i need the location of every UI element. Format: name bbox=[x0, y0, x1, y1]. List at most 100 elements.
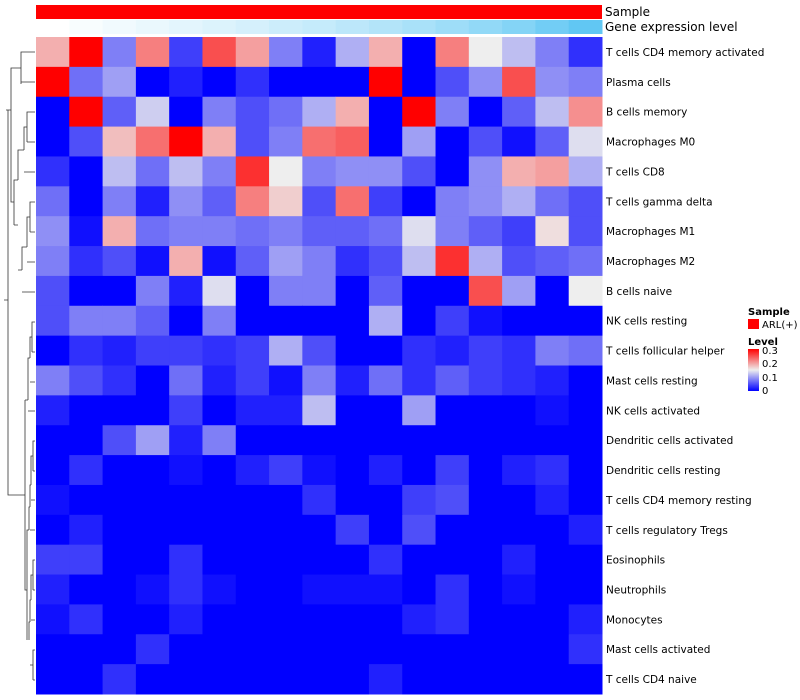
heatmap-cell bbox=[269, 664, 303, 695]
heatmap-cell bbox=[535, 156, 570, 187]
heatmap-cell bbox=[169, 305, 203, 337]
heatmap-cell bbox=[69, 335, 104, 366]
heatmap-cell bbox=[435, 395, 470, 426]
gene-expression-cell bbox=[169, 20, 203, 34]
heatmap-cell bbox=[568, 216, 603, 247]
heatmap-cell bbox=[235, 425, 270, 456]
gene-expression-cell bbox=[69, 20, 104, 34]
heatmap-cell bbox=[269, 455, 303, 486]
row-label: Neutrophils bbox=[606, 584, 666, 596]
heatmap-cell bbox=[335, 664, 370, 695]
gene-expression-cell bbox=[435, 20, 470, 34]
heatmap-cell bbox=[102, 246, 137, 277]
heatmap-cell bbox=[402, 186, 437, 217]
heatmap-cell bbox=[235, 275, 270, 307]
heatmap-cell bbox=[202, 664, 237, 695]
heatmap-cell bbox=[568, 335, 603, 366]
heatmap-cell bbox=[568, 604, 603, 635]
heatmap-cell bbox=[169, 544, 203, 576]
heatmap-cell bbox=[269, 275, 303, 307]
heatmap-cell bbox=[568, 544, 603, 576]
heatmap-cell bbox=[36, 455, 70, 486]
heatmap-cell bbox=[169, 37, 203, 68]
heatmap-cell bbox=[169, 216, 203, 247]
heatmap-cell bbox=[435, 305, 470, 337]
heatmap-cell bbox=[535, 275, 570, 307]
heatmap-cell bbox=[368, 395, 403, 426]
heatmap-cell bbox=[468, 425, 503, 456]
heatmap-cell bbox=[435, 126, 470, 157]
heatmap-cell bbox=[269, 544, 303, 576]
row-label: T cells CD4 memory activated bbox=[605, 47, 764, 59]
heatmap-cell bbox=[568, 126, 603, 157]
heatmap-cell bbox=[535, 126, 570, 157]
heatmap-cell bbox=[235, 246, 270, 277]
heatmap-cell bbox=[335, 425, 370, 456]
heatmap-cell bbox=[36, 156, 70, 187]
gene-expression-cell bbox=[269, 20, 303, 34]
heatmap-cell bbox=[402, 484, 437, 516]
heatmap-cell bbox=[368, 275, 403, 307]
heatmap-cell bbox=[468, 664, 503, 695]
gene-expression-cell bbox=[202, 20, 237, 34]
heatmap-cell bbox=[36, 514, 70, 546]
heatmap-cell bbox=[368, 305, 403, 337]
heatmap-cell bbox=[69, 634, 104, 665]
row-label: B cells naive bbox=[606, 286, 672, 298]
heatmap-cell bbox=[235, 216, 270, 247]
heatmap-cell bbox=[36, 574, 70, 605]
heatmap-cell bbox=[435, 574, 470, 605]
heatmap-cell bbox=[135, 425, 170, 456]
legend-tick-0.2: 0.2 bbox=[762, 359, 778, 370]
heatmap-cell bbox=[535, 664, 570, 695]
heatmap-cell bbox=[468, 395, 503, 426]
heatmap-cell bbox=[135, 395, 170, 426]
heatmap-cell bbox=[302, 634, 337, 665]
row-label: Macrophages M2 bbox=[606, 256, 695, 268]
heatmap-cells bbox=[36, 37, 603, 695]
heatmap-cell bbox=[36, 604, 70, 635]
heatmap-cell bbox=[102, 425, 137, 456]
gene-expression-cell bbox=[335, 20, 370, 34]
heatmap-cell bbox=[435, 275, 470, 307]
heatmap-cell bbox=[135, 514, 170, 546]
row-label: Eosinophils bbox=[606, 555, 665, 567]
heatmap-cell bbox=[402, 275, 437, 307]
heatmap-cell bbox=[468, 156, 503, 187]
heatmap-cell bbox=[402, 126, 437, 157]
heatmap-cell bbox=[36, 365, 70, 396]
gene-expression-annotation-label: Gene expression level bbox=[605, 20, 738, 34]
row-label: T cells CD4 naive bbox=[605, 674, 697, 686]
heatmap-cell bbox=[235, 395, 270, 426]
heatmap-cell bbox=[402, 604, 437, 635]
heatmap-cell bbox=[535, 634, 570, 665]
heatmap-cell bbox=[368, 425, 403, 456]
heatmap-cell bbox=[36, 66, 70, 98]
heatmap-cell bbox=[468, 37, 503, 68]
heatmap-cell bbox=[102, 216, 137, 247]
heatmap-cell bbox=[36, 275, 70, 307]
heatmap-cell bbox=[69, 96, 104, 128]
heatmap-cell bbox=[502, 634, 536, 665]
heatmap-cell bbox=[435, 365, 470, 396]
heatmap-cell bbox=[568, 664, 603, 695]
heatmap-cell bbox=[269, 156, 303, 187]
heatmap-cell bbox=[435, 37, 470, 68]
heatmap-cell bbox=[302, 484, 337, 516]
heatmap-cell bbox=[102, 305, 137, 337]
heatmap-cell bbox=[568, 425, 603, 456]
heatmap-cell bbox=[368, 96, 403, 128]
sample-annotation-bar bbox=[36, 5, 602, 19]
row-label: Mast cells activated bbox=[606, 644, 710, 656]
heatmap-cell bbox=[368, 37, 403, 68]
heatmap-cell bbox=[502, 664, 536, 695]
heatmap-cell bbox=[502, 484, 536, 516]
heatmap-cell bbox=[169, 484, 203, 516]
heatmap-cell bbox=[269, 604, 303, 635]
heatmap-cell bbox=[568, 305, 603, 337]
heatmap-cell bbox=[468, 66, 503, 98]
heatmap-cell bbox=[36, 216, 70, 247]
heatmap-cell bbox=[202, 37, 237, 68]
heatmap-cell bbox=[302, 66, 337, 98]
